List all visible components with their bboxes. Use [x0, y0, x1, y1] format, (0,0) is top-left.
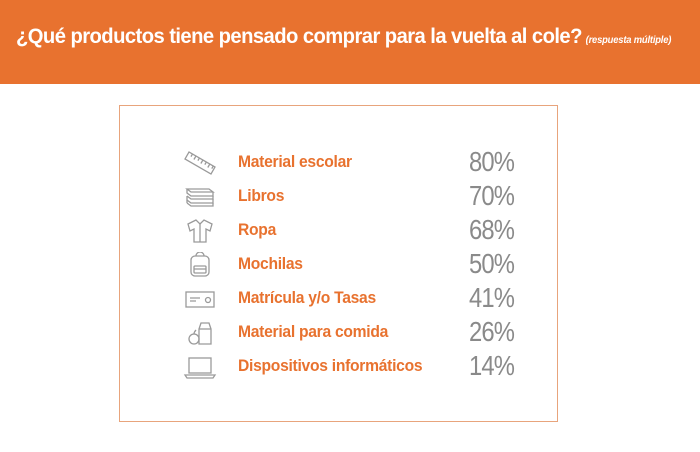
value-label: 26% — [468, 316, 515, 347]
list-item: Mochilas 50% — [0, 248, 700, 282]
list-item: Material para comida 26% — [0, 316, 700, 350]
list-item: Material escolar 80% — [0, 146, 700, 180]
results-card — [119, 105, 558, 422]
shirt-icon — [183, 218, 217, 244]
backpack-icon — [183, 252, 217, 278]
category-label: Material escolar — [238, 152, 352, 171]
ruler-icon — [183, 150, 217, 176]
value-label: 14% — [468, 350, 515, 381]
category-label: Material para comida — [238, 322, 389, 341]
category-label: Ropa — [238, 220, 277, 239]
value-label: 50% — [468, 248, 515, 279]
header-banner: ¿Qué productos tiene pensado comprar par… — [0, 0, 700, 84]
category-label: Dispositivos informáticos — [238, 356, 423, 375]
title-text: ¿Qué productos tiene pensado comprar par… — [16, 24, 582, 48]
value-label: 70% — [468, 180, 515, 211]
page-title: ¿Qué productos tiene pensado comprar par… — [16, 24, 671, 49]
value-label: 80% — [468, 146, 515, 177]
title-note: (respuesta múltiple) — [585, 35, 672, 46]
list-item: Ropa 68% — [0, 214, 700, 248]
lunch-icon — [183, 320, 217, 346]
books-icon — [183, 184, 217, 210]
list-item: Matrícula y/o Tasas 41% — [0, 282, 700, 316]
value-label: 68% — [468, 214, 515, 245]
category-label: Libros — [238, 186, 285, 205]
list-item: Libros 70% — [0, 180, 700, 214]
value-label: 41% — [468, 282, 515, 313]
list-item: Dispositivos informáticos 14% — [0, 350, 700, 384]
ticket-icon — [183, 286, 217, 312]
category-label: Matrícula y/o Tasas — [238, 288, 376, 307]
category-label: Mochilas — [238, 254, 303, 273]
laptop-icon — [183, 354, 217, 380]
